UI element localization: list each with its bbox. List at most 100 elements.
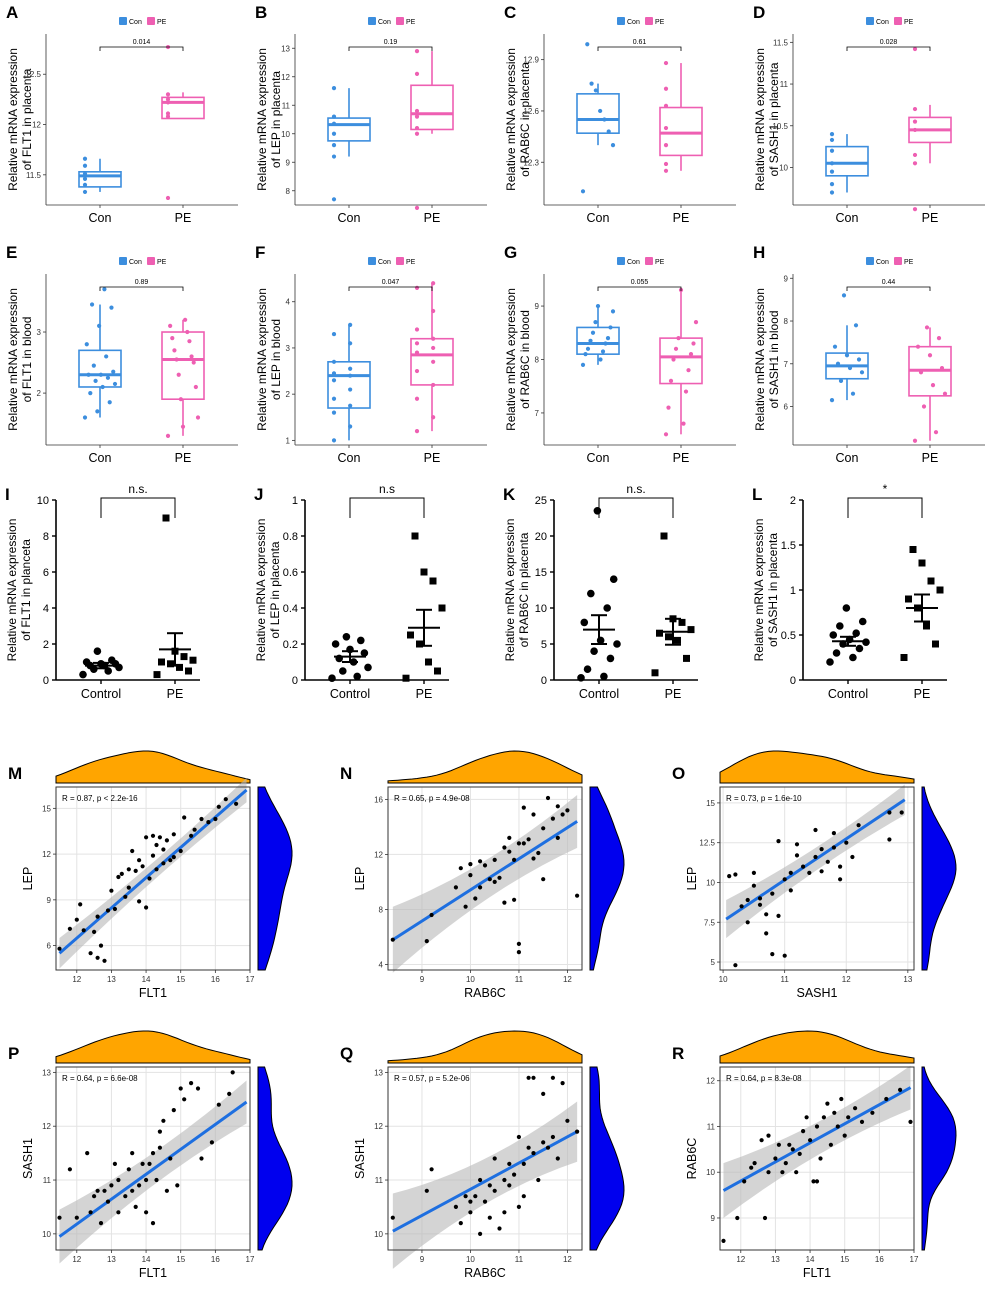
legend-label: PE: [655, 259, 665, 266]
data-point: [157, 835, 162, 840]
data-point-square: [900, 654, 908, 661]
panel-q-rab6c-sash1-correlation: Q 9 10 11 12 10 11 12 13 R = 0.57, p = 5.2e-06 RAB…: [340, 1030, 625, 1280]
data-point: [424, 939, 429, 944]
data-point: [81, 928, 86, 933]
data-point-square: [932, 640, 939, 648]
y-axis-label: LEP: [353, 867, 367, 891]
data-point: [431, 281, 436, 286]
y-tick-label: 15: [706, 799, 715, 808]
data-point-square: [411, 532, 419, 540]
data-point: [189, 833, 194, 838]
data-point: [526, 1145, 531, 1150]
data-point: [189, 1081, 194, 1086]
data-point: [794, 1170, 799, 1175]
legend-label: Con: [627, 259, 640, 266]
significance-label: n.s: [379, 482, 395, 496]
data-point: [348, 403, 353, 408]
data-point: [331, 121, 337, 126]
data-point: [610, 309, 616, 314]
data-point: [463, 1194, 468, 1199]
data-point: [804, 1115, 809, 1120]
x-tick-label: 11: [515, 975, 524, 984]
data-point: [105, 375, 111, 380]
data-point-circle: [858, 617, 867, 626]
y-density-curve: [257, 786, 293, 971]
data-point: [414, 49, 420, 54]
data-point: [842, 1133, 847, 1138]
box: [659, 337, 703, 385]
panel-m-flt1-lep-correlation: M 12 13 14 15 16 17 6 9 12 15 R = 0.87, p < 2.2e-16…: [8, 750, 293, 1000]
panel-label: E: [6, 243, 17, 262]
data-point-circle: [587, 589, 595, 598]
significance-bracket: [100, 497, 176, 518]
data-point: [116, 1177, 121, 1183]
data-point: [98, 372, 103, 377]
data-point-square: [674, 636, 681, 644]
data-point: [82, 189, 88, 195]
data-point-square: [402, 674, 410, 682]
data-point: [431, 345, 436, 351]
data-point: [348, 341, 353, 346]
y-tick-label: 11: [707, 1122, 716, 1131]
data-point: [550, 1075, 555, 1080]
y-tick-label: 12: [706, 1077, 715, 1086]
data-point-circle: [593, 507, 602, 515]
y-axis-label: LEP: [21, 867, 35, 891]
y-tick-label: 7.5: [704, 918, 716, 927]
data-point: [458, 1221, 463, 1226]
data-point: [751, 870, 756, 875]
data-point: [168, 858, 173, 863]
y-tick-label: 11: [43, 1176, 52, 1185]
data-point: [516, 841, 521, 846]
y-tick-label: 8: [379, 905, 384, 914]
x-tick-label: 9: [420, 1255, 425, 1264]
data-point: [835, 361, 841, 366]
y-axis-label-line2: of FLT1 in placenta: [20, 68, 34, 170]
x-tick-label: PE: [665, 687, 682, 701]
data-point: [178, 397, 183, 402]
y-tick-label: 9: [535, 302, 540, 311]
data-point: [733, 872, 738, 877]
y-tick-label: 9: [47, 896, 52, 905]
data-point: [585, 42, 590, 47]
x-tick-label: Con: [587, 451, 610, 465]
data-point-circle: [603, 604, 611, 612]
data-point: [331, 371, 337, 376]
data-point: [187, 339, 192, 344]
data-point: [681, 421, 686, 426]
data-point: [431, 359, 436, 364]
x-tick-label: 13: [107, 975, 116, 984]
data-point: [782, 877, 787, 882]
data-point: [126, 1167, 131, 1172]
data-point: [541, 877, 546, 882]
data-point-circle: [606, 654, 615, 663]
data-point: [331, 131, 337, 136]
data-point: [130, 848, 135, 854]
data-point: [603, 341, 608, 346]
data-point: [67, 926, 72, 931]
data-point: [92, 1194, 97, 1199]
data-point-circle: [836, 622, 844, 630]
data-point-square: [687, 626, 695, 634]
data-point: [588, 338, 593, 343]
panel-l-sash1-qpcr-dotplot: L Relative mRNA expression of SASH1 in pla…: [752, 482, 947, 701]
y-axis-label-line2: of LEP in blood: [269, 319, 283, 400]
data-point: [130, 1151, 135, 1156]
confidence-band: [726, 784, 905, 939]
p-value: 0.89: [135, 279, 149, 286]
y-tick-label: 8: [784, 317, 789, 326]
data-point: [663, 86, 669, 91]
plot-border: [387, 786, 583, 971]
data-point: [565, 1118, 570, 1123]
data-point: [516, 950, 521, 955]
significance-bracket: [846, 286, 931, 291]
data-point-circle: [842, 604, 851, 612]
panel-g-rab6c-blood-boxplot: G Con PE Relative mRNA expression of RAB6C i…: [504, 243, 736, 465]
y-tick-label: 0: [790, 675, 796, 687]
data-point: [95, 914, 100, 919]
data-point: [666, 405, 671, 410]
data-point-circle: [826, 658, 834, 666]
data-point: [180, 424, 186, 429]
data-point: [844, 840, 849, 845]
y-axis-label-group: Relative mRNA expression of FLT1 in blood: [6, 288, 34, 431]
